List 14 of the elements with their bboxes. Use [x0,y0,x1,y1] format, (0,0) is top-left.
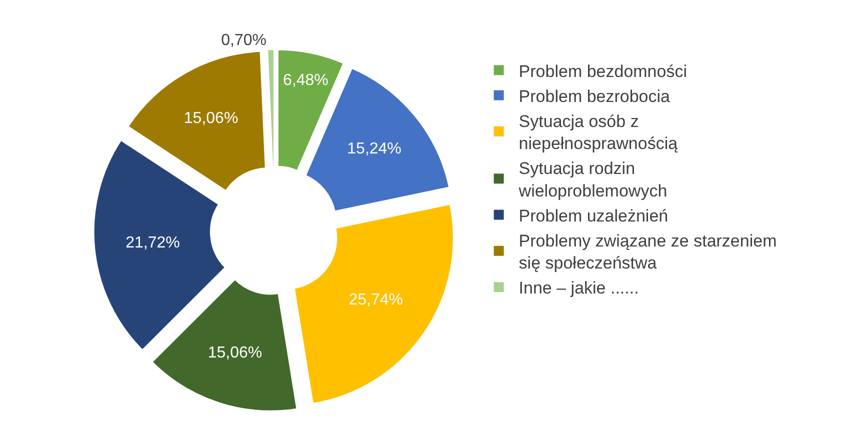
legend-label: Problemy związane ze starzeniem się społeczeństwa [518,232,777,273]
data-label: 21,72% [126,234,180,252]
legend-label: Sytuacja osób z niepełnosprawnością [518,112,678,154]
legend-label: Sytuacja rodzin wieloproblemowych [518,159,668,200]
data-label: 25,74% [348,292,403,309]
data-label: 6,48% [283,72,328,89]
data-label: 15,06% [184,110,238,127]
data-label: 0,70% [221,32,267,50]
data-label: 15,06% [208,344,262,362]
legend-label: Problem uzależnień [518,206,668,226]
legend-label: Problem bezrobocia [518,86,671,106]
legend-label: Inne – jakie ...... [518,278,639,298]
data-label: 15,24% [347,140,402,158]
legend-label: Problem bezdomności [518,62,688,81]
